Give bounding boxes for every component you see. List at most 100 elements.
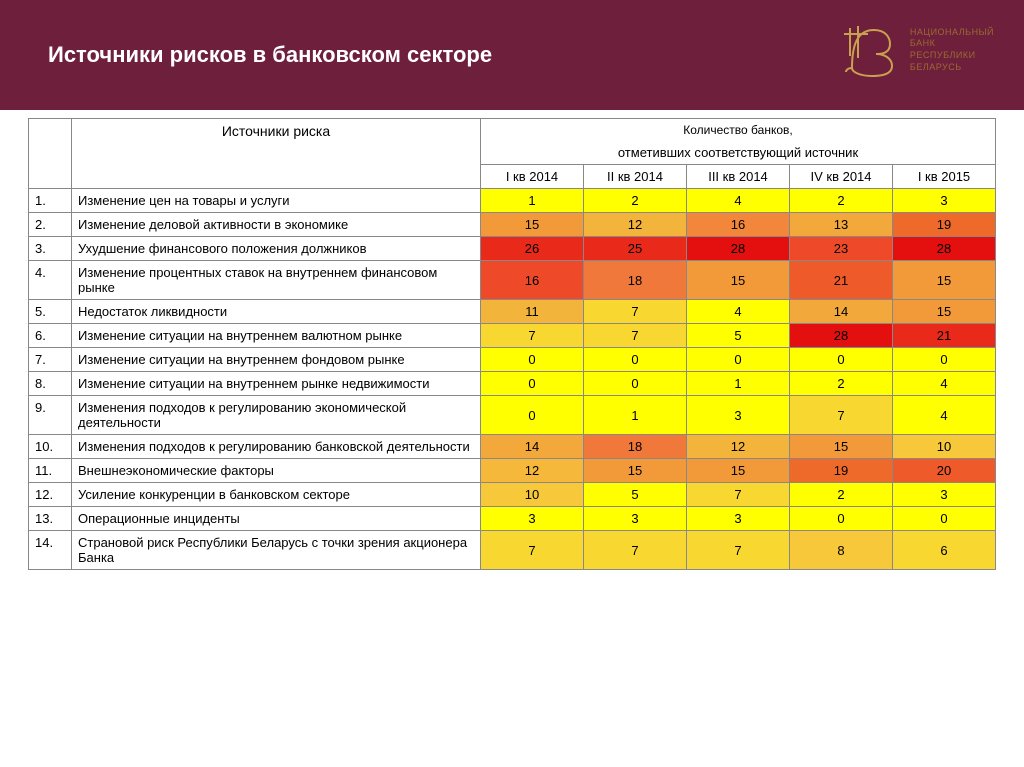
data-cell: 19 — [790, 459, 893, 483]
row-number: 6. — [29, 324, 72, 348]
table-row: 9.Изменения подходов к регулированию эко… — [29, 396, 996, 435]
row-number: 4. — [29, 261, 72, 300]
data-cell: 7 — [481, 324, 584, 348]
row-number: 14. — [29, 531, 72, 570]
data-cell: 0 — [584, 348, 687, 372]
data-cell: 10 — [481, 483, 584, 507]
row-number: 5. — [29, 300, 72, 324]
data-cell: 13 — [790, 213, 893, 237]
row-number: 2. — [29, 213, 72, 237]
data-cell: 15 — [481, 213, 584, 237]
data-cell: 4 — [893, 372, 996, 396]
row-label: Операционные инциденты — [72, 507, 481, 531]
row-label: Изменение деловой активности в экономике — [72, 213, 481, 237]
data-cell: 10 — [893, 435, 996, 459]
data-cell: 14 — [481, 435, 584, 459]
data-cell: 3 — [687, 507, 790, 531]
data-cell: 25 — [584, 237, 687, 261]
data-cell: 1 — [687, 372, 790, 396]
row-number: 3. — [29, 237, 72, 261]
data-cell: 21 — [790, 261, 893, 300]
row-label: Внешнеэкономические факторы — [72, 459, 481, 483]
row-label: Изменение ситуации на внутреннем рынке н… — [72, 372, 481, 396]
data-cell: 21 — [893, 324, 996, 348]
row-number: 13. — [29, 507, 72, 531]
col-header: II кв 2014 — [584, 165, 687, 189]
row-label: Ухудшение финансового положения должнико… — [72, 237, 481, 261]
data-cell: 2 — [790, 483, 893, 507]
row-label: Недостаток ликвидности — [72, 300, 481, 324]
data-cell: 23 — [790, 237, 893, 261]
data-cell: 12 — [481, 459, 584, 483]
data-cell: 11 — [481, 300, 584, 324]
data-cell: 7 — [481, 531, 584, 570]
data-cell: 1 — [481, 189, 584, 213]
table-row: 7.Изменение ситуации на внутреннем фондо… — [29, 348, 996, 372]
row-label: Изменение процентных ставок на внутренне… — [72, 261, 481, 300]
table-row: 10.Изменения подходов к регулированию ба… — [29, 435, 996, 459]
logo-line: БЕЛАРУСЬ — [910, 62, 994, 74]
data-cell: 7 — [584, 324, 687, 348]
data-cell: 15 — [687, 261, 790, 300]
data-cell: 7 — [790, 396, 893, 435]
data-cell: 3 — [481, 507, 584, 531]
table-row: 13.Операционные инциденты33300 — [29, 507, 996, 531]
col-header: I кв 2014 — [481, 165, 584, 189]
row-number: 7. — [29, 348, 72, 372]
table-row: 5.Недостаток ликвидности11741415 — [29, 300, 996, 324]
data-cell: 3 — [893, 483, 996, 507]
data-cell: 2 — [584, 189, 687, 213]
header-empty — [29, 119, 72, 189]
data-cell: 0 — [481, 396, 584, 435]
risk-table: Источники риска Количество банков, отмет… — [28, 118, 996, 570]
logo-line: НАЦИОНАЛЬНЫЙ — [910, 27, 994, 39]
data-cell: 8 — [790, 531, 893, 570]
data-cell: 15 — [790, 435, 893, 459]
col-header: III кв 2014 — [687, 165, 790, 189]
data-cell: 18 — [584, 435, 687, 459]
data-cell: 0 — [790, 507, 893, 531]
data-cell: 7 — [687, 531, 790, 570]
data-cell: 12 — [584, 213, 687, 237]
data-cell: 15 — [893, 261, 996, 300]
data-cell: 15 — [893, 300, 996, 324]
data-cell: 2 — [790, 189, 893, 213]
header-count-top: Количество банков, — [481, 119, 996, 142]
row-number: 12. — [29, 483, 72, 507]
data-cell: 26 — [481, 237, 584, 261]
table-row: 11.Внешнеэкономические факторы1215151920 — [29, 459, 996, 483]
data-cell: 3 — [893, 189, 996, 213]
data-cell: 0 — [481, 348, 584, 372]
row-label: Изменения подходов к регулированию эконо… — [72, 396, 481, 435]
logo-line: БАНК — [910, 38, 994, 50]
table-row: 6.Изменение ситуации на внутреннем валют… — [29, 324, 996, 348]
data-cell: 7 — [687, 483, 790, 507]
header-source: Источники риска — [72, 119, 481, 189]
row-number: 11. — [29, 459, 72, 483]
table-row: 3.Ухудшение финансового положения должни… — [29, 237, 996, 261]
data-cell: 4 — [687, 189, 790, 213]
row-number: 9. — [29, 396, 72, 435]
data-cell: 0 — [790, 348, 893, 372]
data-cell: 4 — [687, 300, 790, 324]
data-cell: 28 — [893, 237, 996, 261]
data-cell: 7 — [584, 300, 687, 324]
data-cell: 15 — [584, 459, 687, 483]
data-cell: 6 — [893, 531, 996, 570]
data-cell: 18 — [584, 261, 687, 300]
data-cell: 5 — [687, 324, 790, 348]
page-title: Источники рисков в банковском секторе — [48, 42, 492, 68]
table-row: 2.Изменение деловой активности в экономи… — [29, 213, 996, 237]
data-cell: 0 — [584, 372, 687, 396]
row-label: Изменение ситуации на внутреннем фондово… — [72, 348, 481, 372]
data-cell: 28 — [790, 324, 893, 348]
logo-line: РЕСПУБЛИКИ — [910, 50, 994, 62]
data-cell: 3 — [584, 507, 687, 531]
table-row: 12.Усиление конкуренции в банковском сек… — [29, 483, 996, 507]
table-wrap: Источники риска Количество банков, отмет… — [0, 110, 1024, 570]
header-bar: Источники рисков в банковском секторе НА… — [0, 0, 1024, 110]
data-cell: 0 — [687, 348, 790, 372]
row-label: Усиление конкуренции в банковском сектор… — [72, 483, 481, 507]
data-cell: 20 — [893, 459, 996, 483]
logo-emblem-icon — [840, 20, 900, 80]
